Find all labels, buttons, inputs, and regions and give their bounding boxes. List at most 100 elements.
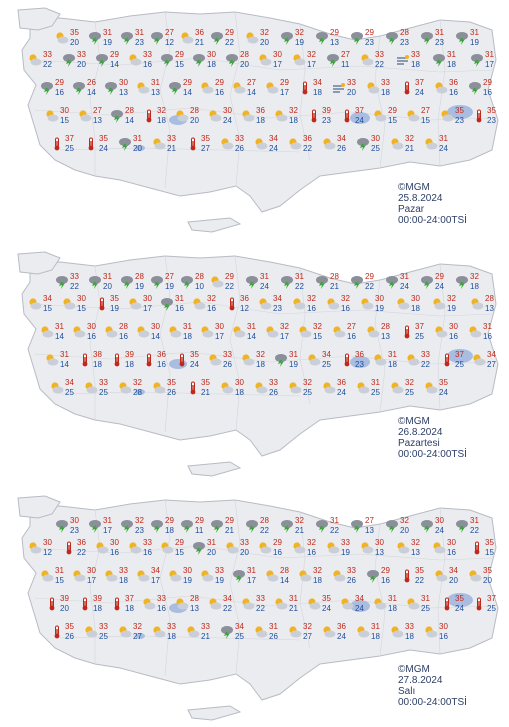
max-temp: 38: [93, 350, 102, 359]
station-forecast: 28 20: [175, 106, 211, 132]
max-temp: 27: [247, 78, 256, 87]
partly-cloudy-icon: [84, 625, 98, 639]
min-temp: 25: [405, 388, 414, 397]
station-forecast: 31 17: [470, 50, 506, 76]
partly-cloudy-icon: [254, 381, 268, 395]
province-border: [59, 147, 301, 153]
min-temp: 16: [483, 88, 492, 97]
station-forecast: 30 16: [72, 322, 108, 348]
thermometer-icon: [62, 541, 76, 555]
min-temp: 16: [483, 332, 492, 341]
partly-cloudy-icon: [142, 597, 156, 611]
min-temp: 17: [215, 332, 224, 341]
max-temp: 33: [269, 378, 278, 387]
partly-cloudy-icon: [186, 625, 200, 639]
min-temp: 12: [165, 38, 174, 47]
max-temp: 30: [110, 538, 119, 547]
max-temp: 32: [135, 516, 144, 525]
max-temp: 39: [93, 594, 102, 603]
min-temp: 16: [341, 304, 350, 313]
station-forecast: 31 23: [120, 28, 156, 54]
max-temp: 32: [295, 28, 304, 37]
thunderstorm-icon: [385, 275, 399, 289]
partly-cloudy-icon: [28, 541, 42, 555]
station-forecast: 36 21: [180, 28, 216, 54]
max-temp: 30: [439, 622, 448, 631]
station-forecast: 31 24: [245, 272, 281, 298]
partly-cloudy-icon: [366, 81, 380, 95]
max-temp: 36: [337, 378, 346, 387]
partly-cloudy-icon: [72, 325, 86, 339]
max-temp: 34: [223, 594, 232, 603]
station-forecast: 30 17: [258, 50, 294, 76]
station-forecast: 29 22: [210, 28, 246, 54]
min-temp: 10: [195, 282, 204, 291]
max-temp: 36: [157, 350, 166, 359]
station-forecast: 30 18: [192, 50, 228, 76]
min-temp: 16: [110, 548, 119, 557]
max-temp: 29: [365, 272, 374, 281]
thrace-land: [17, 251, 61, 275]
max-temp: 30: [449, 322, 458, 331]
thermometer-icon: [440, 353, 454, 367]
thermometer-icon: [340, 109, 354, 123]
min-temp: 25: [322, 360, 331, 369]
min-temp: 24: [269, 144, 278, 153]
station-forecast: 32 19: [280, 28, 316, 54]
max-temp: 29: [55, 78, 64, 87]
min-temp: 24: [415, 88, 424, 97]
thunderstorm-icon: [280, 31, 294, 45]
min-temp: 19: [103, 38, 112, 47]
station-forecast: 31 16: [160, 294, 196, 320]
min-temp: 22: [375, 60, 384, 69]
station-forecast: 32 18: [274, 106, 310, 132]
max-temp: 33: [215, 566, 224, 575]
station-forecast: 32 25: [390, 378, 426, 404]
min-temp: 16: [157, 360, 166, 369]
max-temp: 32: [289, 106, 298, 115]
max-temp: 29: [330, 28, 339, 37]
partly-cloudy-icon: [292, 53, 306, 67]
max-temp: 32: [400, 516, 409, 525]
min-temp: 24: [260, 282, 269, 291]
station-forecast: 30 13: [360, 538, 396, 564]
station-forecast: 36 24: [322, 622, 358, 648]
thermometer-icon: [472, 109, 486, 123]
station-forecast: 36 16: [434, 78, 470, 104]
min-temp: 18: [411, 60, 420, 69]
max-temp: 34: [337, 134, 346, 143]
thunderstorm-icon: [280, 519, 294, 533]
max-temp: 27: [341, 50, 350, 59]
thunderstorm-icon: [326, 53, 340, 67]
station-forecast: 29 15: [160, 538, 196, 564]
min-temp: 20: [260, 38, 269, 47]
station-forecast: 33 26: [332, 566, 368, 592]
station-forecast: 29 15: [373, 106, 409, 132]
thermometer-icon: [440, 597, 454, 611]
partly-cloudy-icon: [28, 53, 42, 67]
province-border: [29, 57, 495, 73]
max-temp: 34: [151, 566, 160, 575]
min-temp: 24: [435, 282, 444, 291]
max-temp: 30: [70, 516, 79, 525]
min-temp: 26: [269, 632, 278, 641]
province-border: [33, 595, 495, 609]
min-temp: 18: [405, 632, 414, 641]
lake: [135, 389, 145, 395]
partly-cloudy-icon: [406, 597, 420, 611]
min-temp: 18: [411, 304, 420, 313]
station-forecast: 33 20: [62, 50, 98, 76]
max-temp: 31: [470, 28, 479, 37]
partly-cloudy-icon: [470, 297, 484, 311]
station-forecast: 30 23: [55, 516, 91, 542]
station-forecast: 39 18: [110, 350, 146, 376]
station-forecast: 37 25: [50, 134, 86, 160]
province-border: [29, 545, 495, 561]
station-forecast: 38 18: [78, 350, 114, 376]
station-forecast: 32 27: [288, 622, 324, 648]
min-temp: 16: [447, 548, 456, 557]
max-temp: 32: [133, 378, 142, 387]
min-temp: 18: [157, 116, 166, 125]
station-forecast: 29 18: [150, 516, 186, 542]
max-temp: 32: [207, 294, 216, 303]
